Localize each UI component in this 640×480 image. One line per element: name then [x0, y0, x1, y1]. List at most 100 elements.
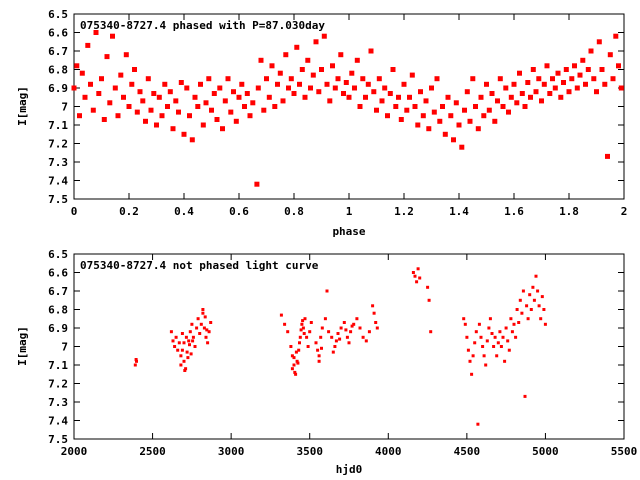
phased-data-point	[580, 57, 586, 63]
phased-data-point	[258, 57, 264, 63]
phased-data-point	[541, 81, 547, 87]
unphased-data-point	[294, 350, 298, 354]
phased-data-point	[481, 113, 487, 119]
unphased-data-point	[187, 339, 191, 343]
phased-data-point	[266, 94, 272, 100]
phased-data-point	[448, 113, 454, 119]
phased-data-point	[486, 107, 492, 113]
unphased-data-point	[305, 335, 309, 339]
phased-y-tick-label: 7.1	[48, 119, 68, 132]
phased-data-point	[442, 131, 448, 137]
phased-data-point	[143, 118, 148, 124]
unphased-data-point	[487, 326, 491, 330]
unphased-y-tick-label: 7.5	[48, 433, 68, 446]
unphased-data-point	[317, 359, 321, 363]
phased-data-point	[104, 54, 110, 60]
phased-data-point	[176, 109, 181, 115]
unphased-data-point	[476, 422, 480, 426]
unphased-data-point	[355, 317, 359, 321]
phased-data-point	[607, 52, 613, 58]
unphased-y-tick-label: 6.7	[48, 285, 68, 298]
unphased-data-point	[201, 308, 205, 311]
phased-data-point	[385, 113, 390, 119]
phased-data-point	[467, 118, 473, 124]
unphased-data-point	[493, 335, 497, 339]
unphased-data-point	[465, 335, 469, 339]
phased-data-point	[349, 70, 355, 76]
phased-x-tick-label: 0.6	[229, 205, 249, 218]
unphased-data-point	[540, 295, 544, 299]
phased-data-point	[228, 109, 234, 115]
phased-data-point	[459, 144, 465, 150]
unphased-data-point	[196, 317, 200, 321]
phased-data-point	[563, 67, 569, 72]
phased-data-points	[71, 30, 624, 187]
phased-data-point	[511, 81, 517, 87]
phased-data-point	[305, 57, 311, 63]
phased-data-point	[110, 33, 115, 39]
unphased-data-point	[490, 332, 494, 335]
unphased-data-point	[349, 330, 353, 334]
phased-data-point	[453, 100, 459, 106]
unphased-data-point	[485, 339, 489, 343]
unphased-data-point	[331, 350, 335, 354]
unphased-data-point	[204, 335, 208, 339]
phased-data-point	[261, 107, 267, 113]
phased-data-point	[140, 98, 146, 104]
phased-data-point	[605, 153, 610, 159]
unphased-data-point	[301, 326, 305, 330]
unphased-data-point	[427, 298, 431, 302]
unphased-data-point	[134, 358, 138, 361]
unphased-data-point	[209, 321, 213, 324]
phased-y-tick-label: 6.6	[48, 27, 68, 40]
phased-data-point	[423, 98, 429, 104]
unphased-data-point	[482, 354, 486, 358]
unphased-data-point	[133, 363, 137, 367]
unphased-data-point	[300, 322, 304, 326]
phased-data-point	[217, 85, 223, 91]
phased-data-point	[558, 94, 564, 100]
unphased-data-point	[295, 359, 299, 363]
unphased-data-point	[474, 330, 478, 334]
phased-data-point	[616, 63, 621, 69]
unphased-data-point	[539, 317, 543, 321]
phased-data-point	[286, 85, 291, 91]
phased-data-point	[341, 91, 346, 96]
unphased-data-point	[319, 335, 323, 339]
unphased-data-point	[542, 308, 546, 311]
phased-data-point	[599, 67, 605, 72]
unphased-data-point	[205, 328, 209, 332]
phased-data-point	[352, 85, 357, 91]
unphased-data-point	[135, 359, 138, 363]
phased-data-point	[269, 63, 275, 69]
unphased-y-tick-label: 7.2	[48, 378, 68, 391]
phased-data-point	[74, 63, 80, 69]
phased-data-point	[167, 89, 173, 95]
phased-data-point	[254, 181, 260, 187]
unphased-data-point	[496, 341, 500, 345]
unphased-data-point	[289, 345, 293, 348]
unphased-data-point	[327, 330, 331, 334]
phased-data-point	[431, 109, 437, 115]
unphased-data-point	[176, 348, 180, 352]
phased-data-point	[561, 80, 566, 85]
unphased-data-point	[316, 348, 320, 352]
phased-data-point	[618, 85, 624, 91]
phased-data-point	[118, 72, 124, 78]
phased-data-point	[569, 76, 575, 82]
unphased-data-point	[191, 335, 195, 339]
unphased-data-point	[499, 345, 503, 348]
phased-data-point	[327, 98, 333, 104]
phased-data-point	[145, 76, 151, 82]
phased-data-point	[434, 76, 440, 82]
unphased-x-tick-label: 3500	[296, 445, 323, 458]
unphased-y-tick-label: 7	[61, 341, 68, 354]
phased-data-point	[71, 85, 77, 91]
phased-data-point	[280, 98, 286, 104]
phased-data-point	[250, 100, 256, 106]
unphased-data-point	[371, 304, 375, 308]
phased-data-point	[495, 98, 500, 104]
phased-x-tick-label: 0.2	[119, 205, 139, 218]
phased-data-point	[294, 44, 300, 50]
